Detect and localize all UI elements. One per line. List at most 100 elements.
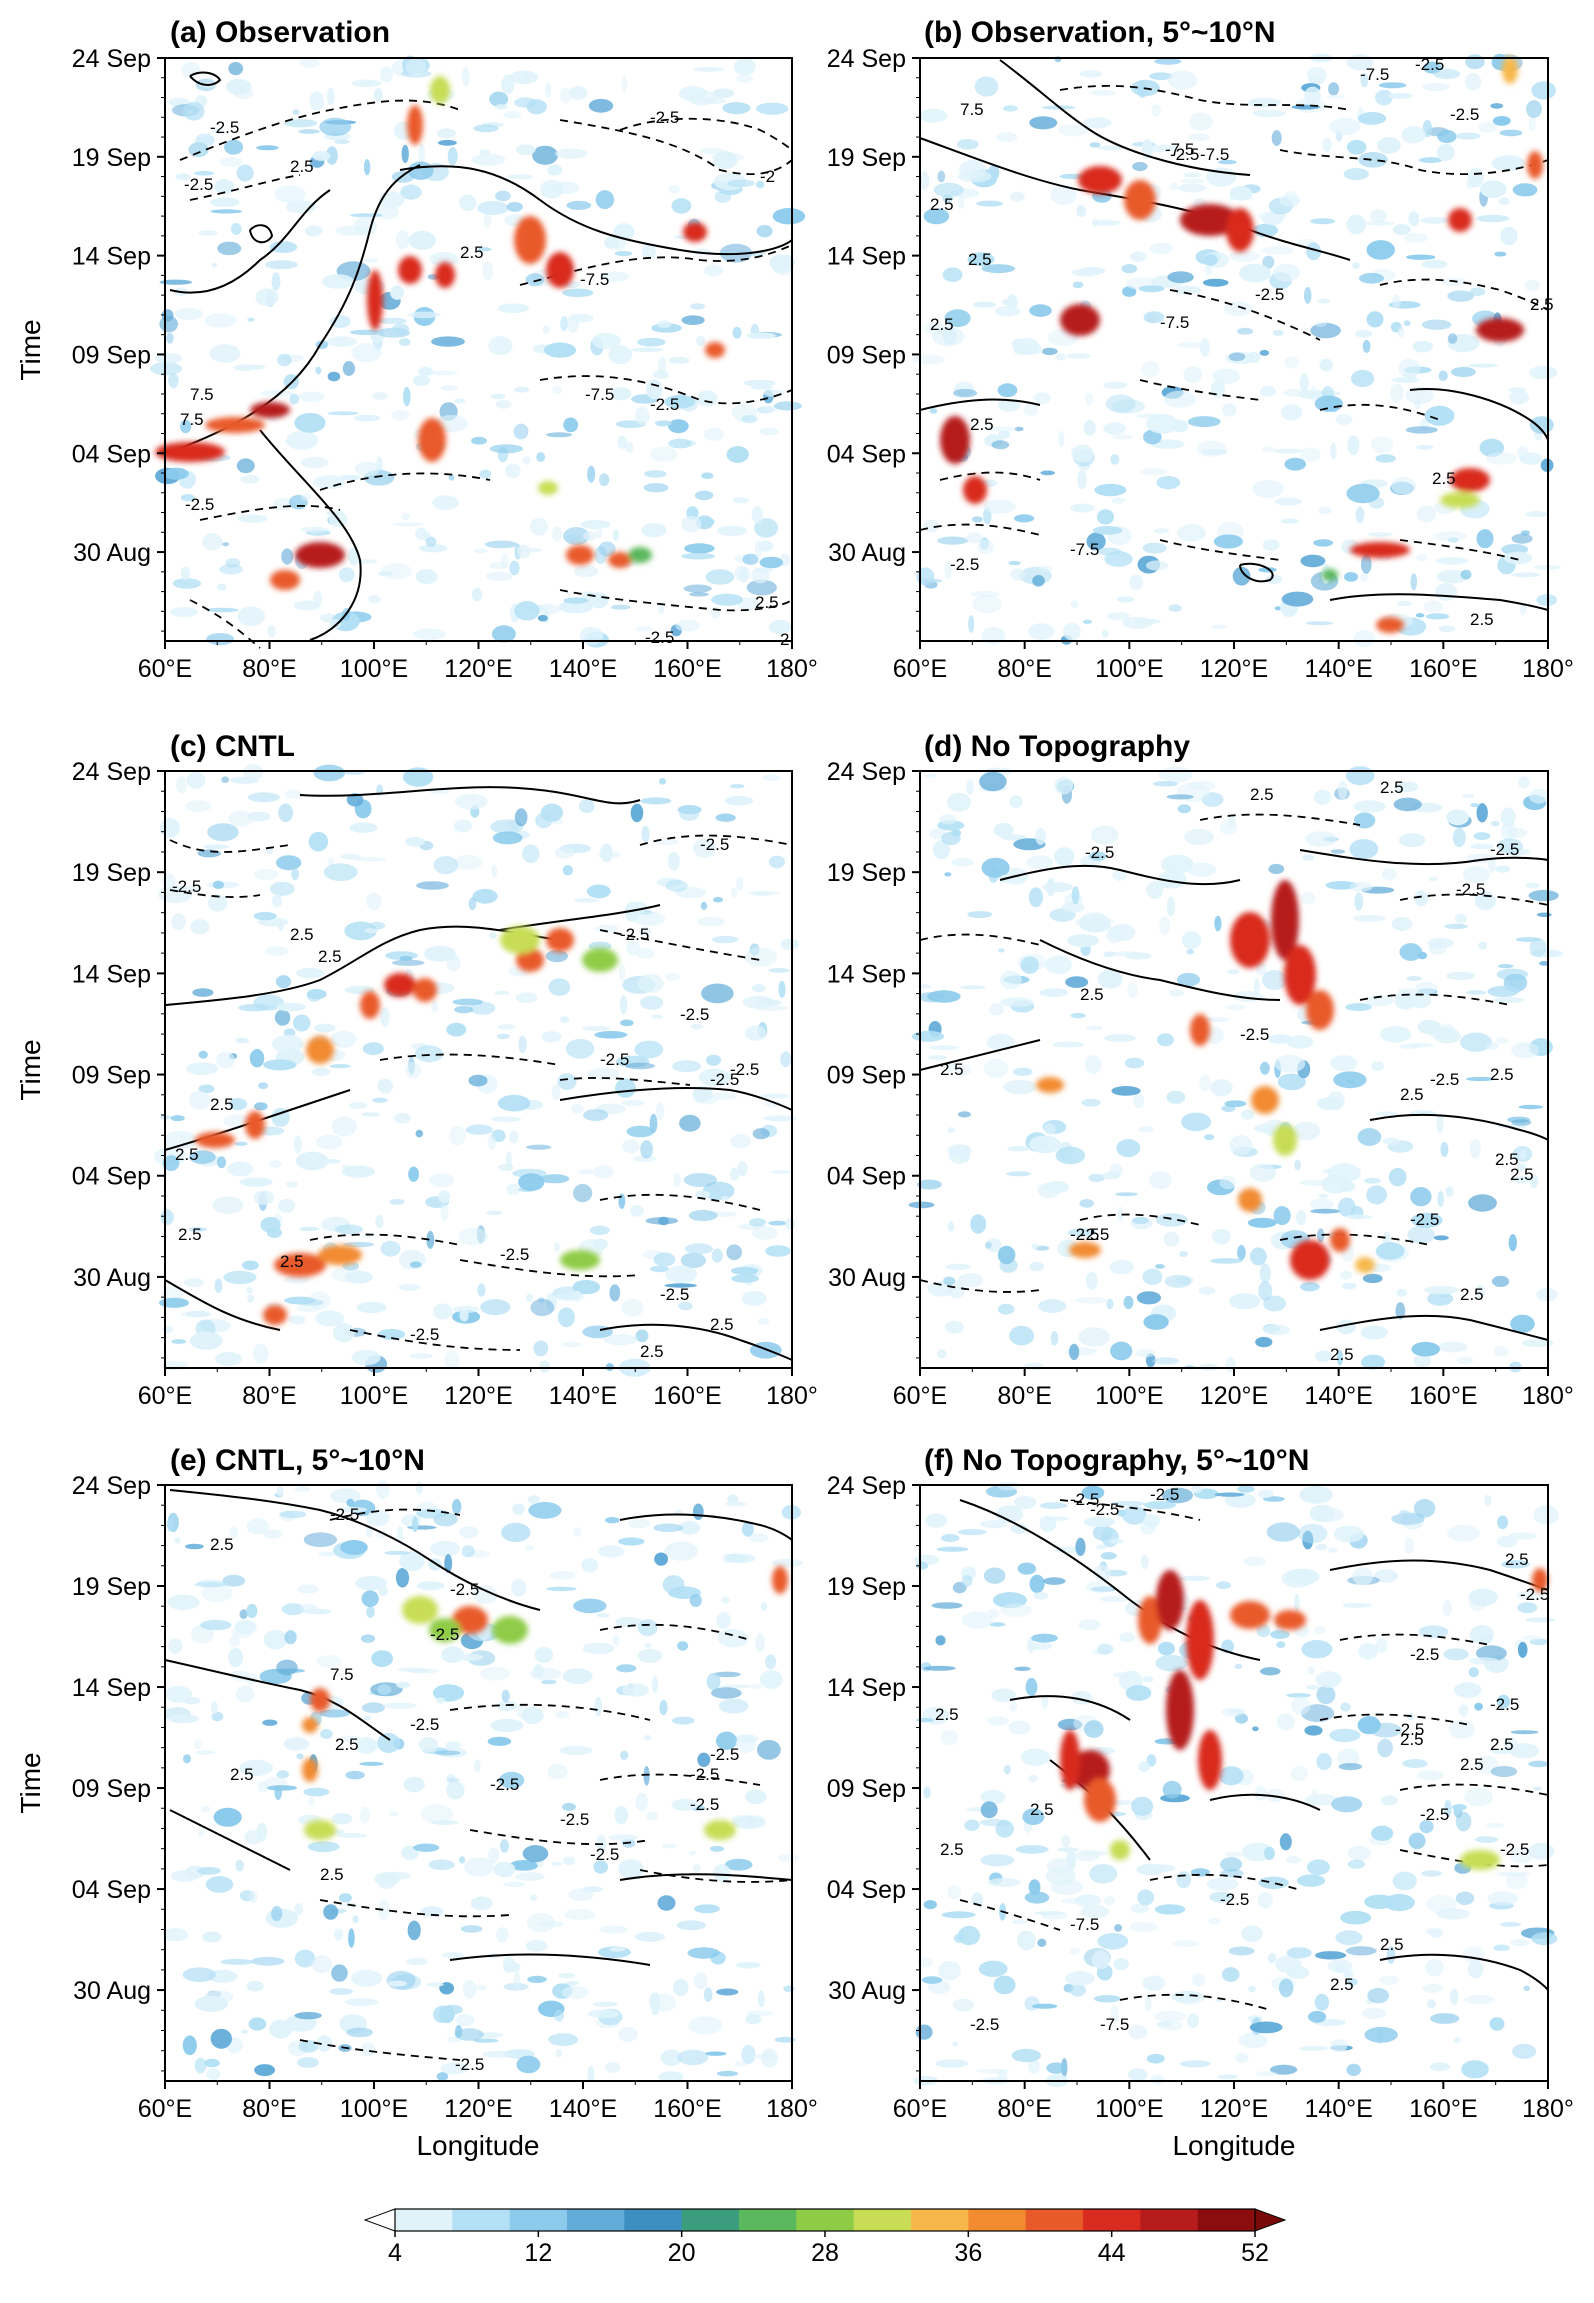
precip-cell xyxy=(492,831,523,845)
precip-cell xyxy=(430,1820,459,1825)
precip-cell xyxy=(202,1931,222,1943)
precip-cell xyxy=(371,1650,393,1667)
precip-cell xyxy=(1446,809,1469,826)
precip-cell xyxy=(1227,969,1240,975)
precip-cell xyxy=(360,2042,376,2057)
precip-cell xyxy=(560,1016,570,1023)
precip-cell xyxy=(193,170,215,176)
y-tick-label: 04 Sep xyxy=(827,440,906,468)
precip-cell xyxy=(634,1040,664,1059)
precip-cell xyxy=(628,1518,651,1529)
precip-cell xyxy=(1478,122,1497,133)
precip-cell xyxy=(653,1523,683,1533)
precip-cell xyxy=(722,102,751,115)
precip-cell xyxy=(1330,849,1346,854)
precip-cell xyxy=(240,475,260,484)
precip-cell xyxy=(462,1980,477,1999)
precip-cell xyxy=(1462,1946,1486,1964)
precip-cell xyxy=(1279,195,1301,207)
precip-cell xyxy=(315,366,322,375)
contour-label: 2.5 xyxy=(1080,985,1104,1004)
precip-cell xyxy=(425,1982,444,1987)
precip-cell xyxy=(1345,1003,1372,1012)
contour-label: -7.5 xyxy=(1360,65,1389,84)
precip-cell xyxy=(1393,797,1422,812)
precip-cell xyxy=(1345,1214,1373,1220)
precip-cell xyxy=(277,920,284,932)
contour-label: 2.5 xyxy=(1460,1755,1484,1774)
precip-cell xyxy=(514,601,540,621)
precip-cell xyxy=(1338,1763,1363,1771)
precip-cell xyxy=(625,441,634,453)
precip-cell xyxy=(346,1498,355,1507)
precip-cell xyxy=(563,1909,596,1920)
precip-cell xyxy=(473,124,499,133)
precip-cell xyxy=(1029,116,1058,130)
precip-cell xyxy=(1460,1032,1492,1052)
precip-cell xyxy=(1274,1054,1306,1073)
colorbar-swatch xyxy=(624,2209,683,2231)
colorbar: 4 12 20 28 36 44 52 xyxy=(363,2208,1287,2267)
precip-cell xyxy=(925,1513,947,1528)
precip-cell xyxy=(1346,483,1380,504)
precip-cell xyxy=(363,1715,372,1721)
contour-label: 2.5 xyxy=(230,1765,254,1784)
precip-cell xyxy=(1478,941,1488,950)
precip-cell xyxy=(1299,1179,1334,1186)
precip-cell xyxy=(276,1659,298,1676)
precip-cell xyxy=(946,1062,958,1071)
precip-cell xyxy=(698,1068,732,1087)
precip-cell xyxy=(713,1864,731,1883)
precip-cell xyxy=(471,587,483,602)
precip-cell xyxy=(759,1670,783,1689)
precip-cell xyxy=(539,1174,570,1184)
precip-cell xyxy=(573,565,599,578)
precip-cell xyxy=(348,1101,368,1109)
precip-cell xyxy=(1509,1847,1534,1864)
precip-cell xyxy=(532,145,559,165)
contour-label: 2.5 xyxy=(1330,1345,1354,1364)
precip-cell xyxy=(428,370,458,376)
precip-cell xyxy=(1088,851,1107,861)
precip-cell xyxy=(957,1528,987,1536)
precip-cell xyxy=(1425,1958,1444,1977)
precip-cell xyxy=(201,1805,211,1813)
precip-cell xyxy=(737,1161,748,1177)
precip-cell xyxy=(314,1023,336,1033)
precip-cell xyxy=(344,921,377,941)
precip-cell xyxy=(1264,1846,1275,1861)
precip-cell xyxy=(1456,1356,1474,1365)
precip-cell xyxy=(1327,1959,1353,1973)
precip-cell xyxy=(997,399,1021,412)
precip-cell xyxy=(1070,600,1079,609)
precip-cell xyxy=(633,911,665,926)
precip-cell xyxy=(700,97,727,104)
y-axis-label: Time xyxy=(15,319,46,380)
precip-cell xyxy=(1292,1122,1321,1141)
precip-cell xyxy=(1140,1554,1149,1570)
precip-cell xyxy=(1127,982,1138,998)
precip-cell xyxy=(1307,1859,1330,1875)
precip-cell xyxy=(204,313,237,328)
precip-cell xyxy=(1286,1947,1312,1959)
precip-cell xyxy=(318,1551,336,1557)
precip-cell xyxy=(332,1323,355,1343)
precip-cell xyxy=(1262,539,1280,551)
precip-cell xyxy=(1008,560,1021,566)
precip-cell xyxy=(522,1845,549,1863)
precip-cell xyxy=(377,1899,390,1920)
precip-cell xyxy=(603,1334,638,1346)
contour-label: -2.5 xyxy=(455,2055,484,2074)
precip-cell xyxy=(652,1676,659,1694)
precip-cell xyxy=(748,1533,769,1543)
precip-cell xyxy=(1399,1510,1410,1515)
precip-cell xyxy=(349,329,384,336)
precip-cell xyxy=(1438,370,1448,382)
precip-cell xyxy=(1464,72,1482,91)
precip-cell xyxy=(997,383,1018,398)
precip-cell xyxy=(1259,1061,1270,1075)
precip-cell xyxy=(1468,1667,1480,1678)
precip-cell xyxy=(1167,70,1198,90)
precip-cell xyxy=(945,1263,971,1270)
precip-cell xyxy=(1349,839,1379,859)
